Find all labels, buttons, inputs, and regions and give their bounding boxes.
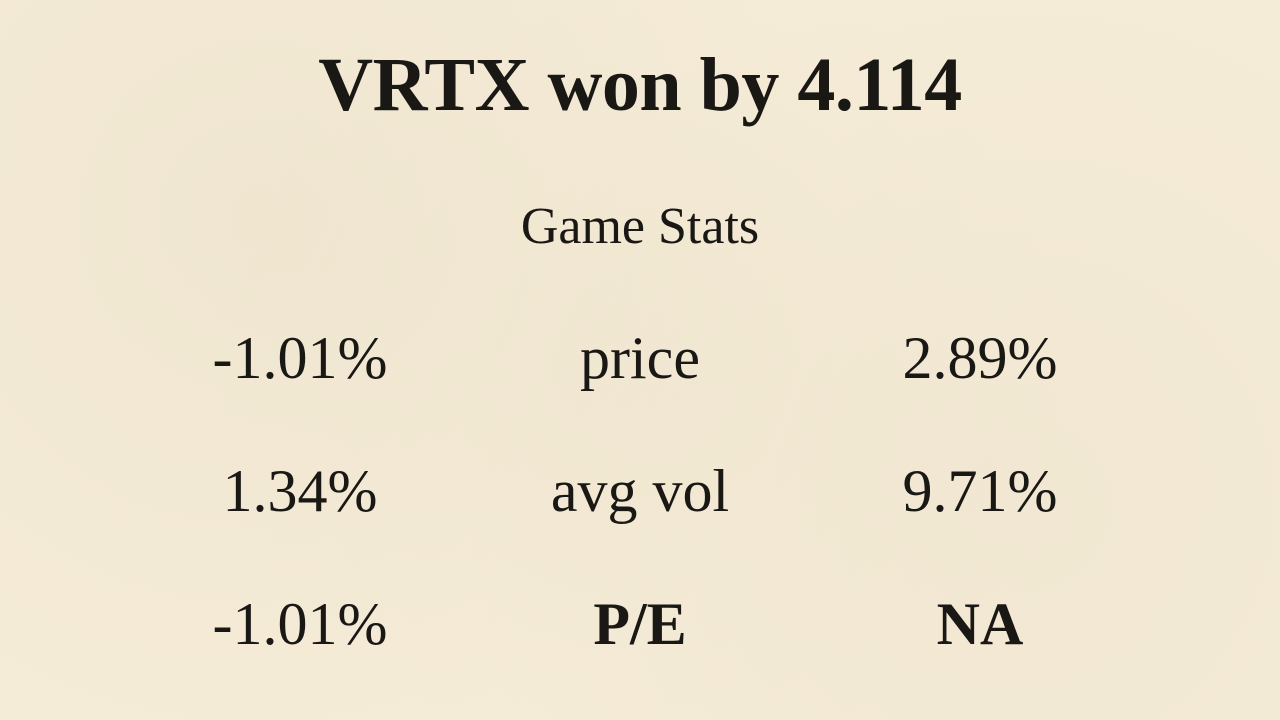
table-row: -1.01% price 2.89% bbox=[130, 324, 1150, 393]
stat-right-value: 9.71% bbox=[810, 457, 1150, 526]
result-title: VRTX won by 4.114 bbox=[318, 42, 961, 129]
table-row: 1.34% avg vol 9.71% bbox=[130, 457, 1150, 526]
stat-right-value: NA bbox=[810, 590, 1150, 659]
table-row: -1.01% P/E NA bbox=[130, 590, 1150, 659]
stat-right-value: 2.89% bbox=[810, 324, 1150, 393]
stats-table: -1.01% price 2.89% 1.34% avg vol 9.71% -… bbox=[0, 324, 1280, 659]
stat-metric-label: P/E bbox=[470, 590, 810, 659]
stat-left-value: -1.01% bbox=[130, 590, 470, 659]
stats-subtitle: Game Stats bbox=[521, 197, 759, 256]
stat-metric-label: avg vol bbox=[470, 457, 810, 526]
stat-left-value: 1.34% bbox=[130, 457, 470, 526]
stat-left-value: -1.01% bbox=[130, 324, 470, 393]
stat-metric-label: price bbox=[470, 324, 810, 393]
